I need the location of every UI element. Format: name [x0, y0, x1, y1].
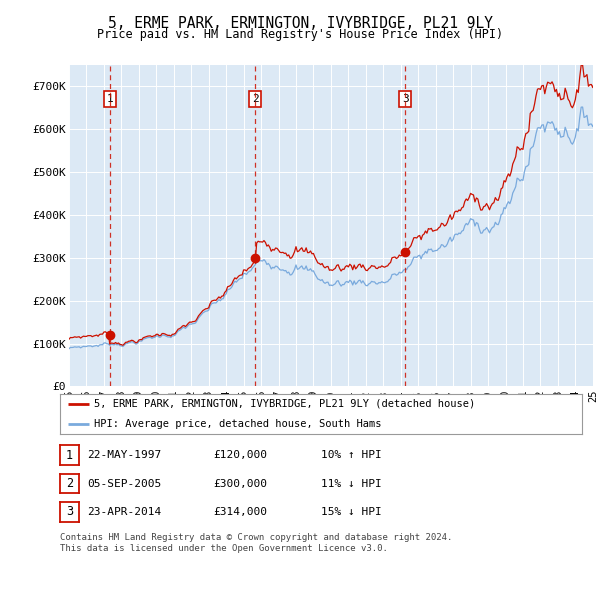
Text: 11% ↓ HPI: 11% ↓ HPI	[321, 478, 382, 489]
Text: 05-SEP-2005: 05-SEP-2005	[87, 478, 161, 489]
Text: 10% ↑ HPI: 10% ↑ HPI	[321, 450, 382, 460]
Text: HPI: Average price, detached house, South Hams: HPI: Average price, detached house, Sout…	[94, 419, 382, 428]
Text: £300,000: £300,000	[213, 478, 267, 489]
Text: 2: 2	[252, 94, 259, 104]
Text: 5, ERME PARK, ERMINGTON, IVYBRIDGE, PL21 9LY: 5, ERME PARK, ERMINGTON, IVYBRIDGE, PL21…	[107, 16, 493, 31]
Text: 1: 1	[66, 448, 73, 462]
Text: £314,000: £314,000	[213, 507, 267, 517]
Text: Price paid vs. HM Land Registry's House Price Index (HPI): Price paid vs. HM Land Registry's House …	[97, 28, 503, 41]
Text: 1: 1	[106, 94, 113, 104]
Text: 3: 3	[66, 505, 73, 519]
Text: 5, ERME PARK, ERMINGTON, IVYBRIDGE, PL21 9LY (detached house): 5, ERME PARK, ERMINGTON, IVYBRIDGE, PL21…	[94, 399, 475, 408]
Text: Contains HM Land Registry data © Crown copyright and database right 2024.
This d: Contains HM Land Registry data © Crown c…	[60, 533, 452, 553]
Text: 2: 2	[66, 477, 73, 490]
Text: £120,000: £120,000	[213, 450, 267, 460]
Text: 15% ↓ HPI: 15% ↓ HPI	[321, 507, 382, 517]
Text: 23-APR-2014: 23-APR-2014	[87, 507, 161, 517]
Text: 22-MAY-1997: 22-MAY-1997	[87, 450, 161, 460]
Text: 3: 3	[402, 94, 409, 104]
